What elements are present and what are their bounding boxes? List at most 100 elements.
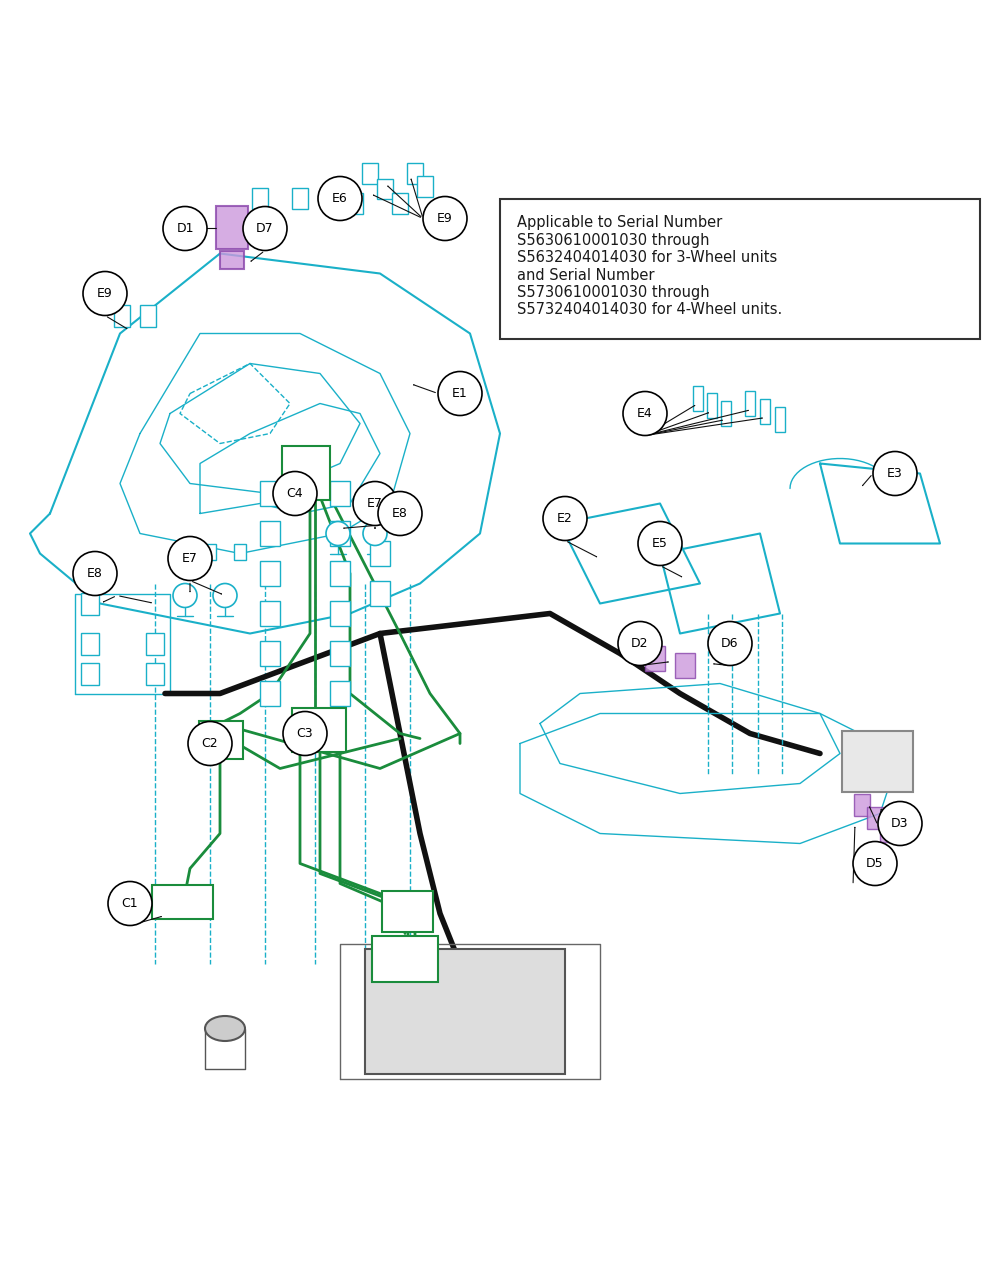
Circle shape [163,207,207,251]
Bar [204,544,216,560]
Bar [760,399,770,424]
Bar [260,680,280,706]
Text: E2: E2 [557,512,573,525]
Circle shape [168,536,212,580]
Circle shape [708,622,752,665]
Text: C4: C4 [287,487,303,500]
Bar [362,163,378,184]
Circle shape [438,371,482,416]
Bar [260,601,280,626]
Circle shape [853,841,897,886]
Bar [407,163,423,184]
Circle shape [108,882,152,925]
Bar [675,653,695,678]
Circle shape [618,622,662,665]
Bar [330,641,350,666]
FancyBboxPatch shape [199,721,243,759]
Bar [260,481,280,506]
Bar [260,521,280,546]
Text: E7: E7 [367,497,383,511]
Text: D2: D2 [631,637,649,650]
FancyBboxPatch shape [152,884,213,919]
FancyBboxPatch shape [292,707,346,751]
Circle shape [83,271,127,315]
Bar [216,207,248,248]
Bar [81,663,99,684]
Bar [370,582,390,606]
Bar [721,400,731,426]
Bar [146,632,164,655]
Bar [220,251,244,269]
Text: E8: E8 [392,507,408,519]
Bar [292,189,308,209]
Text: D5: D5 [866,856,884,870]
FancyBboxPatch shape [382,891,433,931]
Circle shape [213,584,237,607]
FancyBboxPatch shape [365,949,565,1073]
Circle shape [188,721,232,765]
Bar [370,541,390,566]
Text: D7: D7 [256,222,274,234]
Text: C3: C3 [297,727,313,740]
Circle shape [623,392,667,436]
Text: E5: E5 [652,537,668,550]
Bar [417,176,433,196]
Bar [707,393,717,418]
Bar [234,544,246,560]
Circle shape [423,196,467,241]
Bar [645,645,665,670]
Bar [330,561,350,587]
Bar [140,304,156,327]
Text: E9: E9 [97,288,113,300]
Circle shape [378,492,422,536]
Text: Applicable to Serial Number
S5630610001030 through
S5632404014030 for 3-Wheel un: Applicable to Serial Number S56306100010… [517,215,782,318]
Bar [775,407,785,432]
Circle shape [363,522,387,546]
Text: E9: E9 [437,212,453,226]
Circle shape [273,471,317,516]
Circle shape [326,522,350,546]
Bar [693,386,703,411]
Bar [330,601,350,626]
Bar [854,793,870,816]
Circle shape [543,497,587,541]
Text: D3: D3 [891,817,909,830]
Text: E8: E8 [87,568,103,580]
Bar [330,680,350,706]
Bar [146,663,164,684]
Bar [260,561,280,587]
Text: E4: E4 [637,407,653,419]
Circle shape [353,481,397,526]
Bar [330,521,350,546]
Bar [867,807,883,829]
Text: C1: C1 [122,897,138,910]
Circle shape [243,207,287,251]
Bar [252,189,268,209]
Bar [880,820,896,841]
Bar [745,392,755,416]
Bar [81,593,99,614]
Bar [330,481,350,506]
Ellipse shape [205,1016,245,1041]
Circle shape [638,522,682,565]
Text: E3: E3 [887,468,903,480]
Bar [392,194,408,214]
Text: E1: E1 [452,386,468,400]
Bar [260,641,280,666]
FancyBboxPatch shape [282,446,330,499]
Text: D6: D6 [721,637,739,650]
FancyBboxPatch shape [842,731,913,792]
Text: E6: E6 [332,193,348,205]
Text: E7: E7 [182,552,198,565]
Circle shape [873,451,917,495]
Bar [347,194,363,214]
Circle shape [73,551,117,595]
Bar [114,304,130,327]
Text: C2: C2 [202,737,218,750]
FancyBboxPatch shape [372,935,438,982]
Circle shape [878,802,922,845]
Circle shape [173,584,197,607]
Text: D1: D1 [176,222,194,234]
Bar [377,179,393,199]
Circle shape [283,712,327,755]
